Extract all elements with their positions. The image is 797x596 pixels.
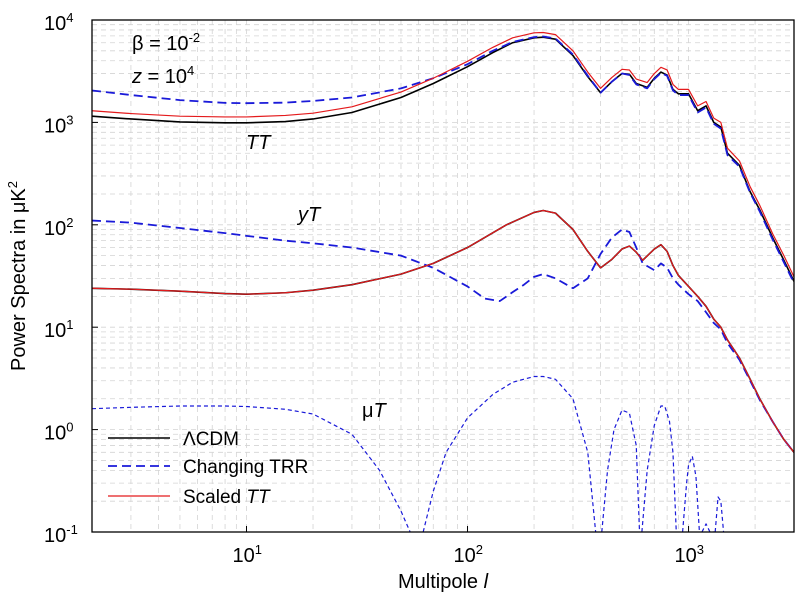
axis-ticks: 101 102 103 10-1 100 101 102 103 104 xyxy=(44,10,704,567)
legend: ΛCDM Changing TRR Scaled TT xyxy=(108,429,308,508)
y-tick-label: 103 xyxy=(44,112,73,137)
series-line-t-changing-trr xyxy=(422,375,597,532)
y-tick-label: 101 xyxy=(44,317,73,342)
beta-annotation: β = 10-2 xyxy=(132,30,200,55)
series-line-tt-scaled xyxy=(92,31,794,278)
series-line-t-changing-trr xyxy=(682,455,701,532)
x-tick-label: 103 xyxy=(675,542,704,567)
series-line-tt-changing-trr xyxy=(92,35,794,284)
legend-item-changing-trr: Changing TRR xyxy=(108,457,308,478)
y-tick-label: 10-1 xyxy=(44,522,78,547)
legend-label-lcdm: ΛCDM xyxy=(183,429,239,450)
legend-label-changing-trr: Changing TRR xyxy=(183,457,308,478)
tt-label: TT xyxy=(246,132,272,154)
x-tick-label: 102 xyxy=(454,542,483,567)
series-line-t-changing-trr xyxy=(714,496,725,532)
x-tick-label: 101 xyxy=(232,542,261,567)
series-line-t-changing-trr xyxy=(641,405,677,532)
legend-label-scaled-tt: Scaled TT xyxy=(183,487,271,508)
series-line-t-changing-trr xyxy=(92,405,411,532)
y-axis-title: Power Spectra in μK2 xyxy=(5,181,30,371)
series-group xyxy=(92,31,794,532)
y-tick-label: 100 xyxy=(44,420,73,445)
grid xyxy=(91,19,795,533)
series-line-yt-scaled-tt xyxy=(92,209,794,453)
x-axis-title: Multipole l xyxy=(398,571,489,593)
legend-item-lcdm: ΛCDM xyxy=(108,429,239,450)
series-line-t-changing-trr xyxy=(601,409,641,532)
series-line-t-changing-trr xyxy=(701,523,716,532)
y-tick-label: 102 xyxy=(44,215,73,240)
yt-label: yT xyxy=(296,204,322,226)
mut-label: μT xyxy=(362,400,388,422)
legend-item-scaled-tt: Scaled TT xyxy=(108,487,271,508)
plot-frame xyxy=(91,19,795,533)
y-tick-label: 104 xyxy=(44,10,73,35)
z-annotation: z = 104 xyxy=(131,63,194,88)
